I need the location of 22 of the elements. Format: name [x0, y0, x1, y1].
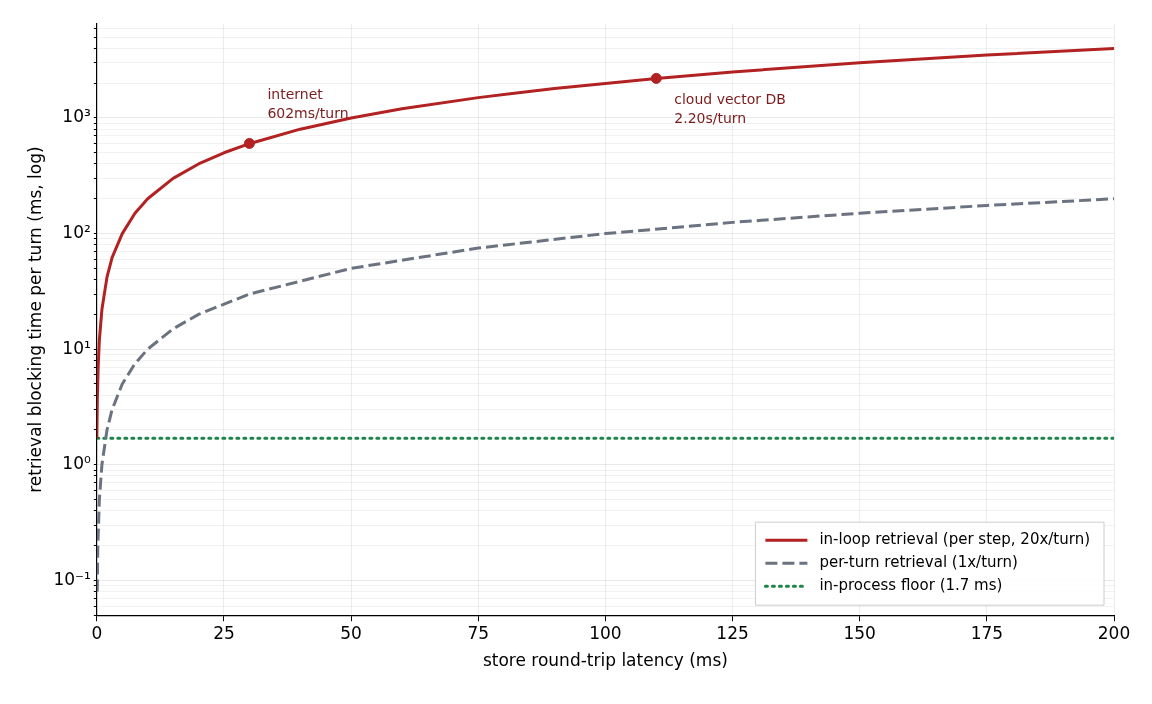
y-tick-label: 10⁻¹: [53, 568, 91, 589]
legend-label: in-loop retrieval (per step, 20x/turn): [819, 530, 1091, 549]
annotation: internet 602ms/turn: [267, 86, 349, 122]
y-tick-label: 10¹: [62, 337, 91, 358]
line-series: [96, 197, 1114, 594]
legend-label: per-turn retrieval (1x/turn): [819, 553, 1018, 572]
x-tick-label: 200: [1097, 622, 1131, 643]
y-axis-title: retrieval blocking time per turn (ms, log): [24, 146, 45, 493]
x-tick-label: 75: [467, 622, 490, 643]
legend-label: in-process floor (1.7 ms): [819, 576, 1003, 595]
y-tick-label: 10⁰: [62, 453, 91, 474]
x-tick-label: 100: [589, 622, 622, 643]
x-tick-label: 50: [340, 622, 362, 643]
y-tick-label: 10³: [62, 106, 91, 127]
x-tick-label: 175: [970, 622, 1004, 643]
x-tick-label: 150: [843, 622, 876, 643]
x-axis-title: store round-trip latency (ms): [482, 650, 728, 671]
x-tick-label: 0: [91, 622, 103, 643]
x-tick-label: 25: [213, 622, 235, 643]
y-tick-label: 10²: [62, 222, 91, 242]
x-tick-label: 125: [716, 622, 749, 643]
annotation: cloud vector DB 2.20s/turn: [674, 91, 786, 127]
